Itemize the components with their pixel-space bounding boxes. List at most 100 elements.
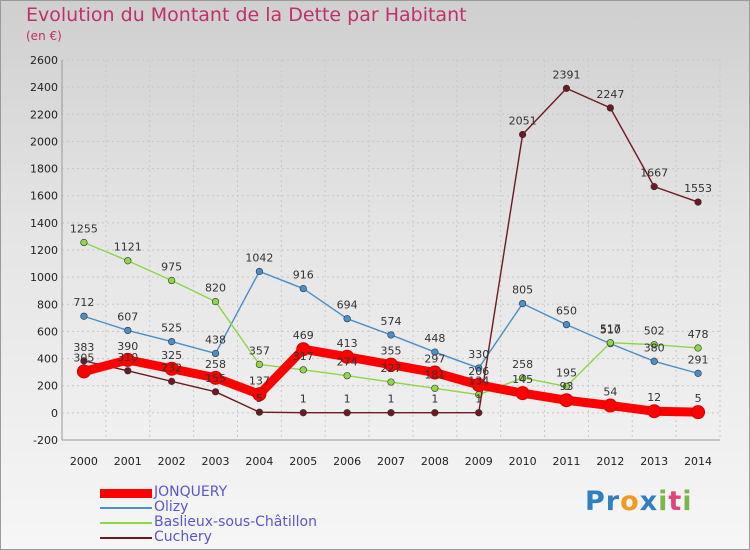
y-tick-label: -200 <box>33 434 58 447</box>
y-tick-label: 1200 <box>30 244 58 257</box>
data-point <box>471 377 486 392</box>
data-label: 380 <box>644 341 665 354</box>
data-label: 1 <box>431 393 438 406</box>
data-label: 383 <box>73 341 94 354</box>
data-label: 1255 <box>70 223 98 236</box>
data-label: 1 <box>344 393 351 406</box>
data-label: 274 <box>337 356 358 369</box>
logo-letter: i <box>682 486 693 517</box>
data-point <box>80 312 88 320</box>
data-point <box>343 372 351 380</box>
data-label: 357 <box>249 344 270 357</box>
data-point <box>343 315 351 323</box>
data-point <box>387 378 395 386</box>
data-point <box>691 405 706 420</box>
data-point <box>515 386 530 401</box>
data-point <box>427 365 442 380</box>
data-label: 12 <box>647 391 661 404</box>
legend-swatch-jonquery <box>100 489 152 498</box>
data-label: 975 <box>161 261 182 274</box>
y-tick-label: 600 <box>37 325 58 338</box>
data-point <box>211 297 220 306</box>
x-tick-label: 2011 <box>552 455 580 468</box>
data-label: 317 <box>293 350 314 363</box>
data-label: 291 <box>688 353 709 366</box>
legend-label: Baslieux-sous-Châtillon <box>154 514 317 530</box>
data-label: 310 <box>117 351 138 364</box>
x-tick-label: 2000 <box>70 455 98 468</box>
y-tick-label: 1000 <box>30 271 58 284</box>
x-tick-label: 2009 <box>465 455 493 468</box>
data-label: 448 <box>424 332 445 345</box>
x-tick-label: 2012 <box>596 455 624 468</box>
legend-swatch-cuchery <box>100 537 152 539</box>
data-point <box>431 409 439 417</box>
data-label: 1553 <box>684 182 712 195</box>
data-point <box>124 326 132 335</box>
data-label: 478 <box>688 328 709 341</box>
data-point <box>299 284 307 293</box>
x-tick-label: 2007 <box>377 455 405 468</box>
data-point <box>252 387 267 402</box>
data-label: 155 <box>205 372 226 385</box>
data-point <box>164 361 179 376</box>
data-label: 712 <box>73 296 94 309</box>
y-tick-label: 1600 <box>30 190 58 203</box>
data-point <box>562 382 571 390</box>
data-point <box>299 366 307 374</box>
logo-letter: P <box>585 486 606 517</box>
y-tick-label: 800 <box>37 298 58 311</box>
data-point <box>384 357 398 372</box>
data-label: 325 <box>161 349 182 362</box>
data-point <box>694 344 702 352</box>
data-label: 390 <box>117 340 138 353</box>
legend-label: Olizy <box>154 499 189 515</box>
y-tick-label: 2000 <box>30 135 58 148</box>
data-point <box>647 404 662 419</box>
data-point <box>208 370 223 385</box>
logo-letter: t <box>668 486 683 517</box>
proxiti-logo: Proxiti <box>585 486 693 517</box>
data-label: 181 <box>424 368 445 381</box>
data-label: 227 <box>381 362 402 375</box>
y-tick-label: 400 <box>37 353 58 366</box>
data-point <box>650 357 658 365</box>
data-label: 438 <box>205 333 226 346</box>
chart-title: Evolution du Montant de la Dette par Hab… <box>26 4 467 26</box>
data-label: 1042 <box>245 251 273 264</box>
data-label: 258 <box>205 358 226 371</box>
data-label: 206 <box>468 365 489 378</box>
data-point <box>650 183 658 191</box>
data-label: 1 <box>300 393 307 406</box>
x-tick-label: 2003 <box>202 455 230 468</box>
data-point <box>559 393 574 408</box>
data-point <box>431 348 439 356</box>
data-point <box>431 384 439 392</box>
data-point <box>211 349 220 358</box>
x-tick-label: 2008 <box>421 455 449 468</box>
data-point <box>518 374 527 382</box>
data-point <box>76 364 91 379</box>
data-label: 469 <box>293 329 314 342</box>
y-tick-label: 1400 <box>30 217 58 230</box>
logo-letter: x <box>639 486 659 517</box>
data-point <box>606 104 614 112</box>
y-tick-label: 1800 <box>30 163 58 176</box>
data-point <box>694 369 702 377</box>
data-label: 574 <box>381 315 402 328</box>
data-point <box>168 338 176 346</box>
data-label: 820 <box>205 282 226 295</box>
data-label: 650 <box>556 305 577 318</box>
data-point <box>518 300 527 308</box>
data-label: 5 <box>695 392 702 405</box>
x-tick-label: 2002 <box>158 455 186 468</box>
logo-letter: r <box>605 486 621 517</box>
x-tick-label: 2004 <box>245 455 273 468</box>
data-point <box>387 409 395 417</box>
data-point <box>606 339 614 347</box>
legend-swatch-olizy <box>100 507 152 509</box>
data-point <box>211 388 220 396</box>
data-label: 137 <box>249 374 270 387</box>
